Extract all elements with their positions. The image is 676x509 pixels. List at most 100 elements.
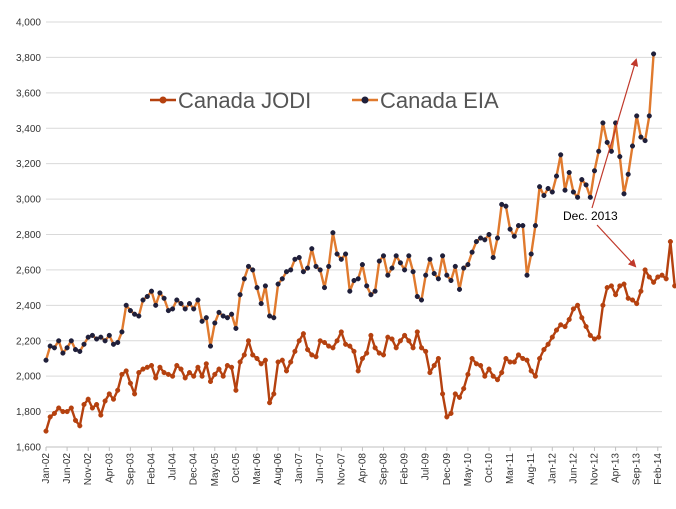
- canada-jodi-point: [494, 377, 501, 383]
- canada-jodi-point: [355, 368, 361, 374]
- x-tick-label: Nov-02: [83, 453, 94, 486]
- canada-jodi-point: [267, 400, 273, 406]
- canada-jodi-point: [583, 324, 589, 330]
- canada-eia-point: [267, 313, 273, 319]
- canada-jodi-point: [397, 338, 403, 344]
- canada-jodi-point: [110, 396, 117, 402]
- y-tick-label: 2,200: [16, 336, 41, 347]
- canada-jodi-point: [427, 370, 433, 376]
- canada-eia-point: [418, 297, 425, 303]
- canada-jodi-point: [288, 359, 294, 365]
- x-tick-label: Apr-03: [104, 453, 115, 483]
- canada-eia-point: [178, 301, 184, 307]
- canada-jodi-point: [241, 352, 247, 358]
- canada-eia-point: [161, 295, 167, 301]
- canada-eia-point: [448, 277, 454, 284]
- canada-jodi-point: [343, 341, 349, 347]
- canada-jodi-point: [456, 394, 463, 400]
- canada-jodi-point: [473, 361, 479, 367]
- canada-jodi-point: [541, 347, 547, 353]
- canada-eia-point: [212, 320, 218, 326]
- canada-jodi-point: [579, 315, 585, 321]
- x-tick-label: Mar-06: [252, 453, 263, 485]
- canada-eia-point: [81, 341, 87, 347]
- canada-eia-point: [199, 318, 205, 324]
- canada-jodi-point: [524, 357, 530, 363]
- canada-eia-point: [144, 293, 150, 300]
- canada-eia-point: [72, 347, 79, 353]
- canada-eia-point: [566, 169, 572, 176]
- canada-jodi-point: [94, 401, 100, 408]
- canada-eia-point: [132, 311, 138, 317]
- canada-eia-point: [528, 251, 534, 257]
- y-tick-label: 2,800: [16, 230, 41, 241]
- canada-eia-point: [233, 325, 239, 331]
- canada-eia-point: [617, 154, 623, 160]
- annotation-dec-2013: Dec. 2013: [563, 209, 618, 223]
- canada-jodi-point: [326, 343, 332, 349]
- y-tick-label: 4,000: [16, 18, 41, 29]
- canada-eia-point: [482, 237, 488, 243]
- canada-eia-point: [56, 338, 62, 344]
- canada-jodi-point: [380, 352, 387, 358]
- canada-eia-point: [77, 348, 83, 354]
- canada-eia-point: [364, 283, 370, 289]
- canada-jodi-point: [47, 414, 53, 420]
- x-tick-label: Oct-10: [484, 453, 495, 483]
- canada-jodi-point: [254, 355, 260, 362]
- canada-jodi-point: [245, 338, 252, 344]
- canada-jodi-point: [587, 332, 593, 338]
- canada-jodi-point: [317, 338, 323, 344]
- canada-jodi-point: [347, 343, 353, 349]
- canada-jodi-point: [545, 341, 551, 347]
- axes: 1,600 1,800 2,000 2,200 2,400 2,600 2,800 3,000…: [16, 18, 664, 487]
- canada-jodi-point: [220, 373, 226, 379]
- canada-eia-point: [406, 253, 412, 259]
- canada-eia-point: [157, 290, 163, 296]
- canada-eia-point: [351, 277, 357, 284]
- canada-jodi-point: [553, 327, 560, 333]
- canada-jodi-point: [51, 410, 57, 416]
- canada-jodi-point: [385, 334, 391, 340]
- canada-jodi-point: [659, 272, 665, 278]
- canada-jodi-point: [435, 355, 441, 362]
- canada-eia-point: [338, 256, 344, 262]
- x-tick-label: Feb-04: [146, 453, 157, 485]
- canada-jodi-point: [448, 410, 454, 416]
- canada-jodi-point: [72, 417, 79, 423]
- canada-jodi-point: [309, 352, 315, 358]
- y-tick-label: 3,000: [16, 195, 41, 206]
- canada-eia-point: [326, 263, 332, 269]
- canada-eia-point: [347, 288, 353, 294]
- canada-eia-point: [355, 276, 361, 282]
- annotations: Dec. 2013: [563, 58, 639, 268]
- canada-jodi-point: [195, 364, 201, 370]
- canada-eia-point: [562, 187, 568, 193]
- canada-jodi-point: [271, 391, 277, 397]
- canada-eia-point: [220, 313, 226, 319]
- canada-jodi-point: [77, 423, 83, 429]
- canada-jodi-point: [469, 355, 475, 362]
- canada-jodi-point: [503, 355, 509, 362]
- canada-eia-point: [410, 269, 416, 275]
- canada-eia-point: [174, 297, 180, 303]
- canada-eia-point: [532, 223, 538, 229]
- canada-eia-point: [393, 253, 399, 259]
- canada-jodi-point: [452, 391, 458, 397]
- canada-jodi-point: [418, 345, 425, 351]
- canada-jodi-point: [431, 362, 437, 369]
- canada-eia-point: [427, 256, 433, 262]
- canada-jodi-point: [570, 306, 576, 312]
- canada-eia-point: [414, 293, 420, 300]
- x-tick-label: Feb-14: [653, 453, 664, 485]
- canada-jodi-point: [629, 297, 636, 303]
- y-tick-label: 1,800: [16, 407, 41, 418]
- x-tick-label: Dec-09: [442, 453, 453, 486]
- canada-jodi-point: [617, 283, 623, 289]
- canada-eia-point: [368, 292, 374, 298]
- canada-eia-point: [646, 113, 652, 119]
- canada-jodi-point: [98, 412, 104, 418]
- canada-eia-point: [153, 302, 159, 308]
- canada-eia-point: [490, 254, 496, 261]
- canada-eia-point: [604, 139, 610, 145]
